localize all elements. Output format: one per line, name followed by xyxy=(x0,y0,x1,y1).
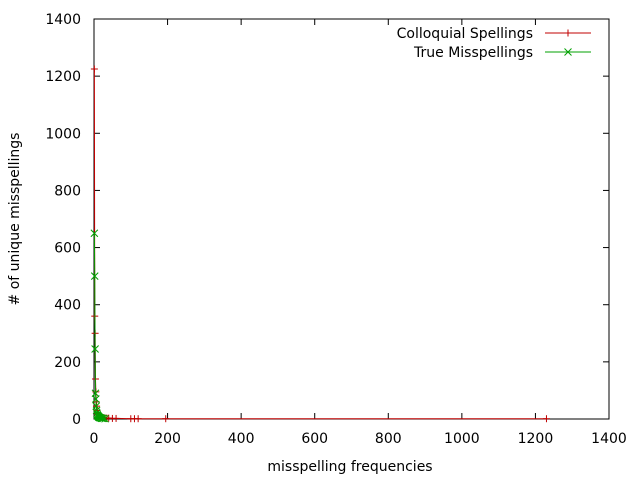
legend: Colloquial Spellings True Misspellings xyxy=(397,26,591,61)
y-axis-ticks: 0 200 400 600 800 1000 1200 1400 xyxy=(45,12,609,428)
x-tick-label: 1400 xyxy=(591,431,627,447)
series-line xyxy=(93,68,547,420)
data-point xyxy=(98,414,106,423)
y-axis-label: # of unique misspellings xyxy=(7,133,23,306)
marker-stroke xyxy=(101,414,109,423)
y-tick-label: 0 xyxy=(72,412,81,428)
legend-swatch-marker xyxy=(564,48,572,56)
legend-label: True Misspellings xyxy=(413,45,533,61)
data-point xyxy=(90,272,99,280)
data-point xyxy=(112,414,120,422)
data-point xyxy=(162,415,170,423)
x-tick-label: 400 xyxy=(228,431,255,447)
marker-stroke xyxy=(91,345,99,353)
marker-stroke xyxy=(96,414,105,422)
x-tick-label: 800 xyxy=(375,431,402,447)
x-tick-label: 200 xyxy=(154,431,181,447)
data-point xyxy=(91,345,99,353)
y-tick-label: 400 xyxy=(54,298,81,314)
legend-label: Colloquial Spellings xyxy=(397,26,533,42)
marker-stroke xyxy=(98,414,106,423)
data-point xyxy=(134,415,142,423)
data-point xyxy=(99,414,108,423)
x-tick-label: 0 xyxy=(90,431,99,447)
series-colloquial-spellings xyxy=(90,65,550,423)
series-true-misspellings xyxy=(90,229,109,423)
x-tick-label: 1000 xyxy=(444,431,480,447)
marker-stroke xyxy=(90,272,99,280)
y-tick-label: 1200 xyxy=(45,69,81,85)
data-point xyxy=(542,415,550,423)
x-axis-ticks: 0 200 400 600 800 1000 1200 1400 xyxy=(90,19,627,447)
x-tick-label: 600 xyxy=(301,431,328,447)
x-tick-label: 1200 xyxy=(518,431,554,447)
data-point xyxy=(96,414,105,422)
data-point xyxy=(101,414,109,423)
y-tick-label: 600 xyxy=(54,241,81,257)
marker-stroke xyxy=(564,48,572,56)
y-tick-label: 200 xyxy=(54,355,81,371)
y-tick-label: 1000 xyxy=(45,126,81,142)
marker-stroke xyxy=(91,395,100,403)
data-point xyxy=(91,395,100,403)
marker-stroke xyxy=(99,414,108,423)
marker-stroke xyxy=(92,402,101,410)
data-point xyxy=(90,229,99,238)
marker-stroke xyxy=(90,229,99,238)
y-tick-label: 1400 xyxy=(45,12,81,28)
x-axis-label: misspelling frequencies xyxy=(267,459,432,475)
series-layer xyxy=(90,65,550,423)
data-point xyxy=(90,65,98,73)
plot-frame xyxy=(93,18,610,420)
marker-stroke xyxy=(93,409,101,418)
legend-swatch-marker xyxy=(564,29,572,37)
y-tick-label: 800 xyxy=(54,183,81,199)
